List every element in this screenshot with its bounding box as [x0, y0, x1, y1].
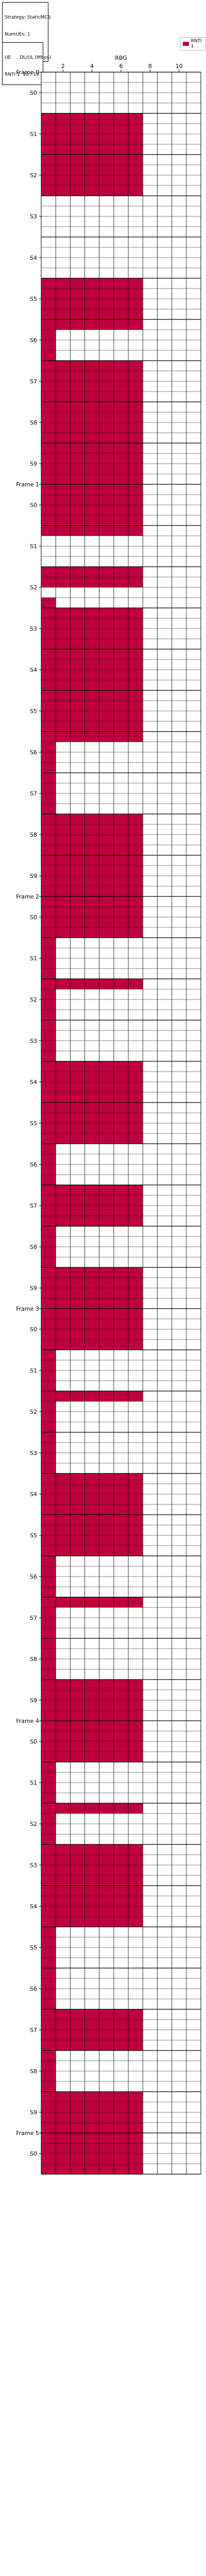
chart-legend: RNTI 1 — [180, 37, 206, 50]
subframe-label: S0 — [30, 90, 37, 96]
subframe-label: S9 — [30, 461, 37, 467]
allocation-block — [41, 1401, 56, 1432]
info-line-strategy: Strategy: StaticMCS — [5, 15, 51, 20]
subframe-label: S7 — [30, 1615, 37, 1621]
legend-swatch — [183, 42, 189, 46]
subframe-label: S2 — [30, 1409, 37, 1415]
subframe-label: S4 — [30, 1491, 37, 1498]
subframe-label: S1 — [30, 131, 37, 138]
subframe-label: S8 — [30, 1656, 37, 1663]
subframe-label: S9 — [30, 2109, 37, 2116]
subframe-label: S0 — [30, 2150, 37, 2157]
subframe-label: S3 — [30, 1450, 37, 1456]
allocation-block — [41, 1597, 143, 1607]
subframe-label: S8 — [30, 419, 37, 426]
allocation-block — [41, 989, 56, 1020]
subframe-label: S4 — [30, 1079, 37, 1086]
subframe-label: S3 — [30, 1038, 37, 1044]
subframe-label: S1 — [30, 543, 37, 550]
subframe-label: S0 — [30, 502, 37, 509]
subframe-label: S5 — [30, 1944, 37, 1951]
allocation-block — [41, 1391, 143, 1401]
subframe-label: S6 — [30, 749, 37, 756]
info-line-ue-rnti: RNTI 1 10 / 10 — [5, 72, 40, 77]
subframe-label: S5 — [30, 296, 37, 302]
allocation-block — [41, 742, 56, 773]
subframe-label: S5 — [30, 1120, 37, 1127]
info-line-numues: NumUEs: 1 — [5, 32, 30, 37]
frame-label: Frame 4 — [16, 1718, 39, 1724]
allocation-block — [41, 1814, 56, 1844]
x-tick-label: 6 — [119, 63, 123, 70]
allocation-block — [41, 319, 143, 330]
x-tick-label: 4 — [90, 63, 94, 70]
x-tick-label: 10 — [176, 63, 183, 70]
subframe-label: S8 — [30, 2068, 37, 2075]
legend-label: RNTI 1 — [191, 39, 202, 49]
subframe-label: S6 — [30, 1986, 37, 1992]
frame-label: Frame 5 — [16, 2130, 39, 2137]
subframe-label: S4 — [30, 667, 37, 673]
subframe-label: S8 — [30, 832, 37, 838]
subframe-label: S9 — [30, 1285, 37, 1292]
subframe-label: S9 — [30, 1697, 37, 1704]
subframe-label: S9 — [30, 873, 37, 879]
subframe-label: S8 — [30, 1244, 37, 1250]
subframe-label: S3 — [30, 213, 37, 220]
subframe-label: S0 — [30, 1738, 37, 1745]
x-tick-label: 8 — [148, 63, 152, 70]
subframe-label: S6 — [30, 1161, 37, 1168]
subframe-label: S7 — [30, 1202, 37, 1209]
allocation-block — [41, 526, 143, 536]
subframe-label: S7 — [30, 790, 37, 797]
subframe-label: S1 — [30, 1780, 37, 1786]
subframe-label: S7 — [30, 2027, 37, 2033]
frame-label: Frame 1 — [16, 481, 39, 488]
subframe-label: S4 — [30, 1903, 37, 1910]
subframe-label: S4 — [30, 255, 37, 261]
subframe-label: S5 — [30, 708, 37, 715]
subframe-label: S3 — [30, 1862, 37, 1869]
ue-info-box: UE DL/UL (Mbps) RNTI 1 10 / 10 — [2, 42, 51, 85]
frame-label: Frame 0 — [16, 69, 39, 76]
allocation-block — [41, 598, 56, 608]
subframe-label: S0 — [30, 914, 37, 921]
subframe-label: S7 — [30, 378, 37, 385]
subframe-label: S2 — [30, 172, 37, 179]
subframe-label: S6 — [30, 1573, 37, 1580]
subframe-label: S1 — [30, 1367, 37, 1374]
x-tick-label: 2 — [61, 63, 65, 70]
subframe-label: S2 — [30, 584, 37, 591]
subframe-label: S6 — [30, 337, 37, 344]
subframe-label: S5 — [30, 1532, 37, 1539]
subframe-label: S3 — [30, 625, 37, 632]
x-axis-label: RBG — [115, 55, 127, 61]
allocation-block — [41, 1803, 143, 1814]
allocation-block — [41, 732, 143, 742]
subframe-label: S2 — [30, 996, 37, 1003]
allocation-block — [41, 979, 143, 989]
subframe-label: S1 — [30, 955, 37, 962]
subframe-label: S2 — [30, 1821, 37, 1827]
frame-label: Frame 3 — [16, 1306, 39, 1312]
subframe-label: S0 — [30, 1326, 37, 1333]
allocation-block — [41, 330, 56, 361]
frame-label: Frame 2 — [16, 893, 39, 900]
allocation-block — [41, 1607, 56, 1638]
